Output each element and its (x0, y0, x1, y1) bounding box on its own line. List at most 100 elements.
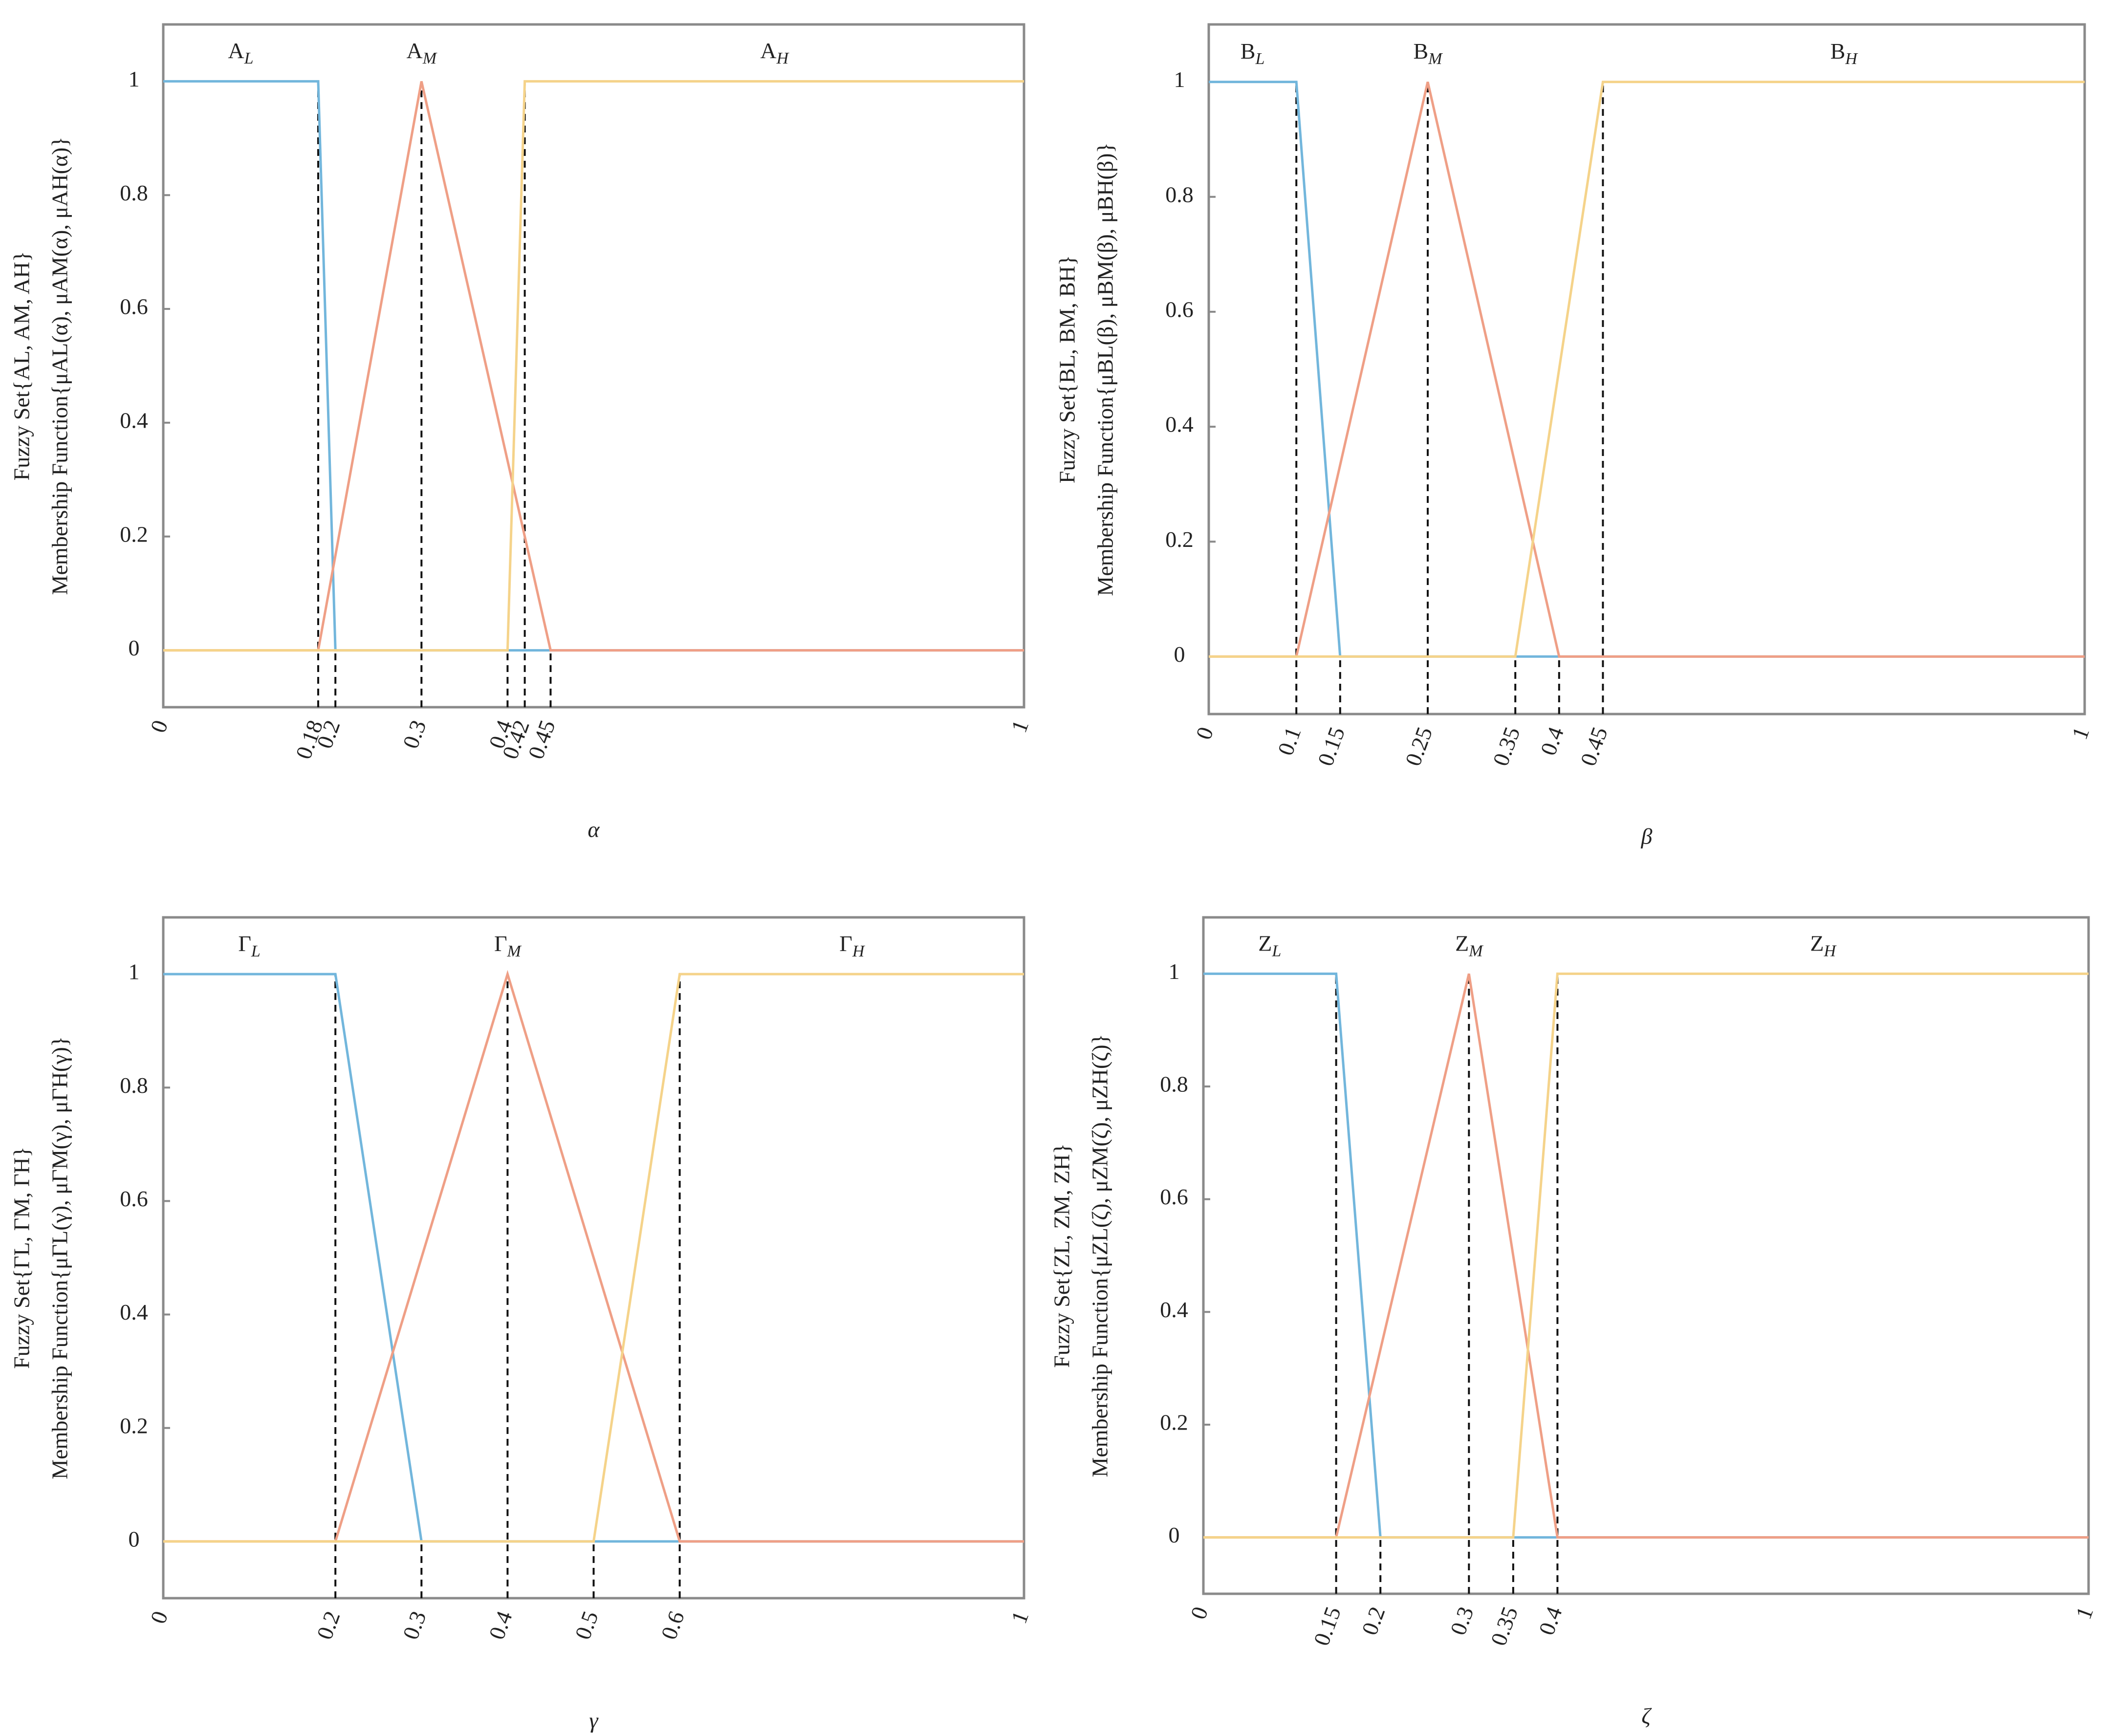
series-label-main: A (407, 38, 423, 63)
series-line (1203, 972, 2089, 1539)
x-axis-label: γ (589, 1708, 599, 1733)
y-tick-label: 0.6 (120, 294, 148, 319)
y-axis-label: Fuzzy Set{ΓL, ΓM, ΓH} (9, 1147, 34, 1369)
y-tick-label: 0.6 (1160, 1184, 1188, 1209)
x-tick-label: 0.3 (398, 717, 431, 752)
series-label-main: Γ (839, 931, 852, 956)
series-line (1209, 81, 2085, 658)
x-axis-label: ζ (1641, 1704, 1652, 1729)
x-tick-label: 1 (1006, 717, 1034, 736)
series-label: AM (407, 38, 437, 67)
series-label-sub: H (776, 49, 790, 67)
x-axis-label: β (1641, 824, 1653, 849)
y-axis-label: Membership Function{μΓL(γ), μΓM(γ), μΓH(… (47, 1036, 72, 1479)
x-tick-label: 0.15 (1309, 1604, 1346, 1649)
series-label-main: Γ (238, 931, 251, 956)
series-line (163, 970, 1024, 1543)
series-line (163, 81, 1024, 652)
series-label-main: B (1241, 38, 1256, 63)
series-label: BH (1830, 38, 1859, 67)
y-axis-label: Fuzzy Set{AL, AM, AH} (9, 251, 34, 481)
series-label-sub: M (422, 49, 437, 67)
y-tick-label: 0.2 (120, 1413, 148, 1438)
y-tick-label: 0.4 (1165, 412, 1194, 437)
y-tick-label: 1 (129, 66, 140, 91)
y-tick-label: 0.4 (120, 1300, 148, 1324)
x-tick-label: 1 (2067, 724, 2094, 743)
plot-frame (1202, 916, 2090, 1595)
y-axis-label: Fuzzy Set{ZL, ZM, ZH} (1049, 1143, 1074, 1367)
y-axis-label: Membership Function{μBL(β), μBM(β), μBH(… (1093, 142, 1118, 596)
series-label: BM (1413, 38, 1443, 67)
x-tick-label: 0.2 (312, 1608, 345, 1643)
y-axis-label: Fuzzy Set{BL, BM, BH} (1055, 255, 1080, 483)
x-tick-label: 0.35 (1488, 724, 1525, 769)
x-tick-label: 0.4 (1536, 724, 1569, 759)
series-label: ZM (1455, 931, 1483, 960)
y-tick-label: 0.8 (120, 180, 148, 205)
y-tick-label: 0.8 (1165, 182, 1194, 207)
x-tick-label: 0.35 (1486, 1604, 1523, 1649)
y-tick-label: 0.8 (120, 1073, 148, 1098)
series-label-sub: M (1428, 50, 1443, 68)
series-label-sub: H (1845, 50, 1858, 68)
y-axis-label: Membership Function{μAL(α), μAM(α), μAH(… (47, 137, 72, 595)
series-line (1209, 81, 2085, 658)
series-label-main: B (1413, 38, 1428, 63)
series-label-main: A (228, 38, 244, 63)
series-label: ΓL (238, 931, 261, 960)
series-label-main: Γ (494, 931, 507, 956)
series-label-sub: L (251, 942, 261, 960)
y-tick-label: 0 (1174, 642, 1185, 667)
plot-frame (162, 23, 1025, 709)
x-tick-label: 0.3 (1445, 1604, 1479, 1638)
series-line (163, 80, 1024, 652)
y-tick-label: 0.8 (1160, 1072, 1188, 1097)
x-tick-label: 0.4 (1534, 1604, 1567, 1638)
series-label-main: B (1830, 38, 1846, 63)
y-tick-label: 0.2 (1165, 527, 1194, 552)
series-label: ZH (1810, 931, 1837, 960)
series-label-sub: M (507, 942, 522, 960)
y-tick-label: 0.6 (1165, 297, 1194, 322)
y-tick-label: 0 (1169, 1522, 1180, 1547)
series-label-main: Z (1455, 931, 1469, 955)
series-label-sub: L (1271, 942, 1281, 960)
series-label-sub: H (1823, 942, 1837, 960)
series-line (1209, 82, 2085, 658)
x-tick-label: 0.15 (1313, 724, 1350, 769)
series-label-main: A (760, 38, 776, 63)
x-tick-label: 0 (1191, 724, 1219, 743)
x-tick-label: 0 (146, 717, 173, 736)
y-tick-label: 0.2 (1160, 1410, 1188, 1435)
series-label-sub: L (244, 49, 254, 67)
series-label: BL (1241, 38, 1265, 67)
x-tick-label: 0 (146, 1608, 173, 1627)
series-label-sub: H (852, 942, 866, 960)
x-tick-label: 0.5 (570, 1608, 603, 1643)
y-tick-label: 0.6 (120, 1186, 148, 1211)
x-tick-label: 1 (2071, 1604, 2098, 1623)
y-tick-label: 1 (1169, 959, 1180, 984)
x-axis-label: α (588, 817, 600, 842)
x-tick-label: 0.3 (398, 1608, 431, 1643)
y-tick-label: 1 (129, 959, 140, 984)
y-tick-label: 0.4 (120, 408, 148, 433)
x-tick-label: 0.2 (1357, 1604, 1390, 1638)
series-label: AH (760, 38, 789, 67)
x-tick-label: 0.4 (484, 1608, 517, 1643)
series-label-sub: M (1468, 942, 1483, 960)
x-tick-label: 0.25 (1400, 724, 1437, 769)
y-tick-label: 1 (1174, 67, 1185, 92)
x-tick-label: 0.6 (656, 1608, 689, 1643)
series-label: ZL (1258, 931, 1281, 960)
y-tick-label: 0.2 (120, 521, 148, 546)
x-tick-label: 0.45 (1575, 724, 1612, 769)
series-label: ΓH (839, 931, 866, 960)
x-tick-label: 0.1 (1273, 724, 1306, 759)
series-label: ΓM (494, 931, 522, 960)
series-line (163, 973, 1024, 1543)
y-tick-label: 0.4 (1160, 1297, 1188, 1322)
x-tick-label: 1 (1006, 1608, 1034, 1627)
